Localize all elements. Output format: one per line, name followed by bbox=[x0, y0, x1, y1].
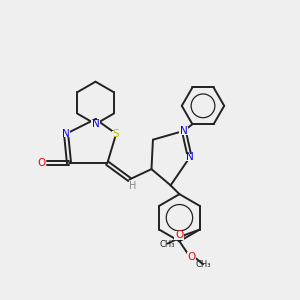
FancyBboxPatch shape bbox=[187, 253, 196, 261]
Text: S: S bbox=[113, 129, 119, 139]
Text: CH₃: CH₃ bbox=[160, 240, 175, 249]
Text: N: N bbox=[62, 129, 70, 139]
Text: N: N bbox=[180, 126, 188, 136]
FancyBboxPatch shape bbox=[112, 130, 120, 137]
Text: O: O bbox=[187, 252, 195, 262]
FancyBboxPatch shape bbox=[92, 120, 100, 128]
Text: O: O bbox=[175, 230, 183, 240]
FancyBboxPatch shape bbox=[38, 160, 46, 166]
Text: H: H bbox=[129, 181, 137, 191]
FancyBboxPatch shape bbox=[179, 127, 188, 134]
Text: N: N bbox=[186, 152, 194, 162]
FancyBboxPatch shape bbox=[174, 231, 184, 240]
FancyBboxPatch shape bbox=[62, 130, 70, 137]
Text: N: N bbox=[92, 119, 99, 129]
Text: CH₃: CH₃ bbox=[195, 260, 211, 269]
Text: O: O bbox=[38, 158, 46, 168]
FancyBboxPatch shape bbox=[185, 154, 194, 161]
